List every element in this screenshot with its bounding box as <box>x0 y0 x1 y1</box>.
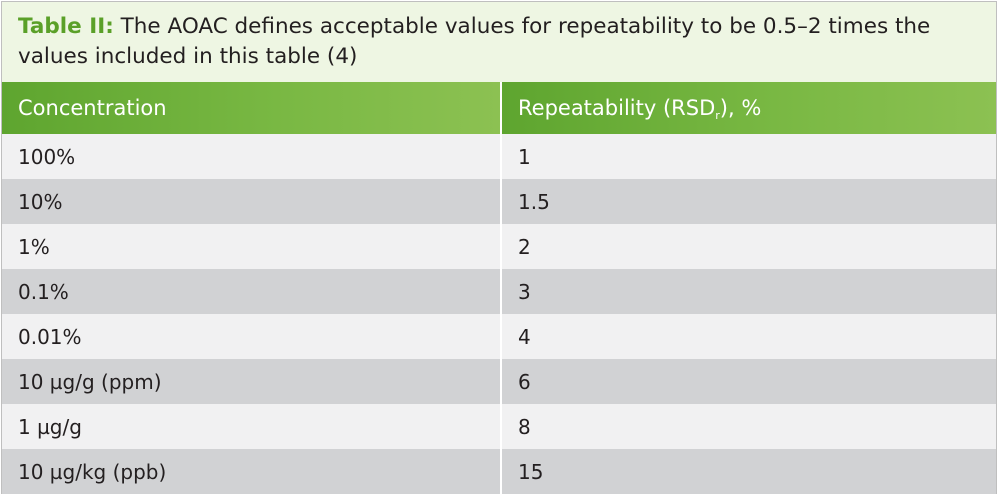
cell-repeatability: 15 <box>501 449 996 494</box>
table-row: 0.1% 3 <box>2 269 996 314</box>
table-row: 10 µg/g (ppm) 6 <box>2 359 996 404</box>
caption-label: Table II: <box>18 14 114 39</box>
cell-concentration: 0.1% <box>2 269 502 314</box>
cell-concentration: 10% <box>2 179 502 224</box>
header-repeatability-subscript: r <box>715 109 720 122</box>
table-row: 10% 1.5 <box>2 179 996 224</box>
table-row: 1% 2 <box>2 224 996 269</box>
cell-concentration: 10 µg/kg (ppb) <box>2 449 502 494</box>
cell-repeatability: 8 <box>501 404 996 449</box>
cell-repeatability: 3 <box>501 269 996 314</box>
header-repeatability: Repeatability (RSDr), % <box>501 82 996 134</box>
cell-concentration: 1 µg/g <box>2 404 502 449</box>
cell-repeatability: 4 <box>501 314 996 359</box>
cell-repeatability: 1 <box>501 134 996 179</box>
cell-concentration: 10 µg/g (ppm) <box>2 359 502 404</box>
header-repeatability-prefix: Repeatability (RSD <box>518 96 716 120</box>
table-row: 100% 1 <box>2 134 996 179</box>
cell-concentration: 100% <box>2 134 502 179</box>
table-row: 10 µg/kg (ppb) 15 <box>2 449 996 494</box>
cell-concentration: 0.01% <box>2 314 502 359</box>
cell-concentration: 1% <box>2 224 502 269</box>
table-header-row: Concentration Repeatability (RSDr), % <box>2 82 996 134</box>
repeatability-table: Concentration Repeatability (RSDr), % 10… <box>2 82 996 494</box>
caption-text: The AOAC defines acceptable values for r… <box>18 14 931 69</box>
header-repeatability-suffix: ), % <box>719 96 762 120</box>
table-row: 0.01% 4 <box>2 314 996 359</box>
cell-repeatability: 2 <box>501 224 996 269</box>
cell-repeatability: 1.5 <box>501 179 996 224</box>
table-row: 1 µg/g 8 <box>2 404 996 449</box>
header-concentration: Concentration <box>2 82 502 134</box>
cell-repeatability: 6 <box>501 359 996 404</box>
table-caption: Table II: The AOAC defines acceptable va… <box>2 2 996 82</box>
